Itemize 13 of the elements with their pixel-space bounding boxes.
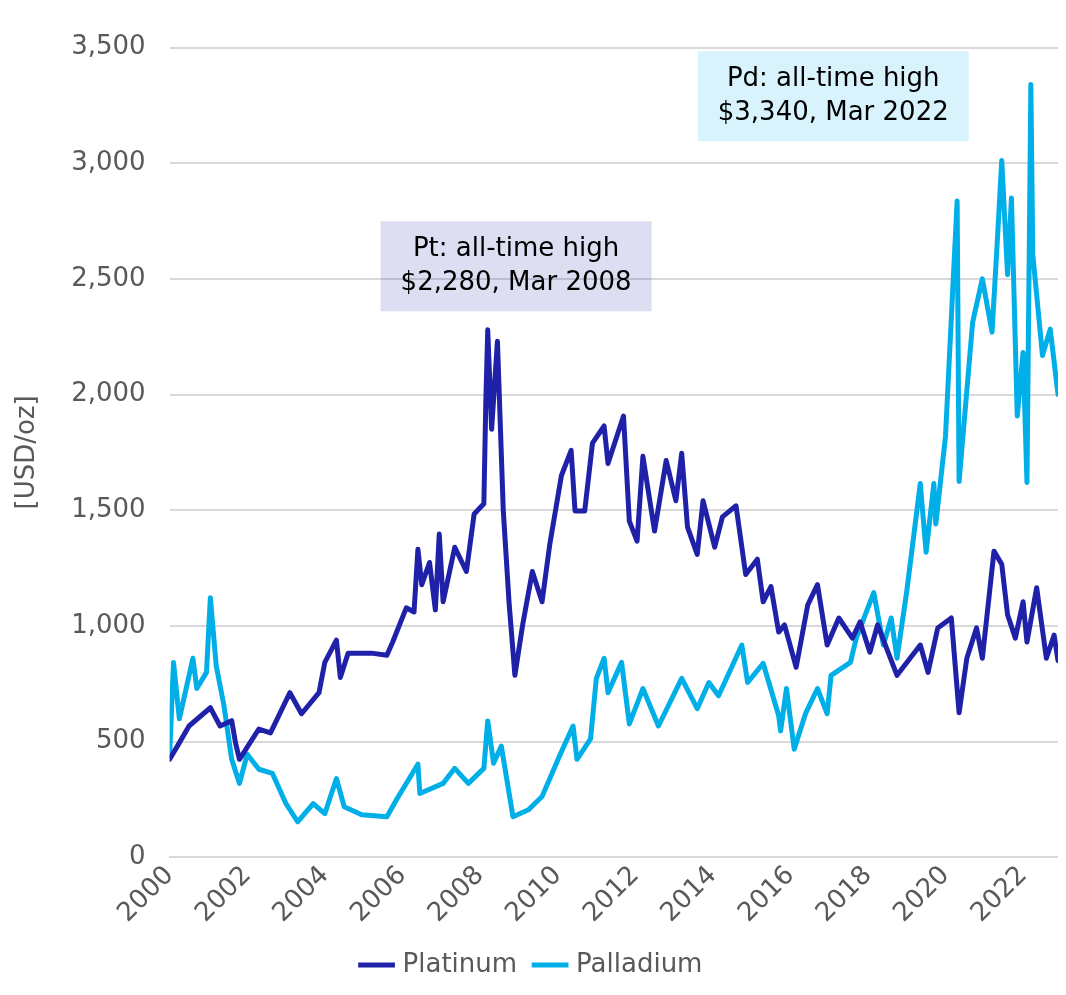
y-tick-label: 1,500 bbox=[71, 492, 146, 523]
y-tick-label: 3,500 bbox=[71, 30, 146, 61]
y-tick-label: 1,000 bbox=[71, 608, 146, 639]
annotation: Pt: all-time high $2,280, Mar 2008 bbox=[400, 231, 632, 296]
y-tick-label: 500 bbox=[95, 724, 146, 755]
y-tick-label: 2,500 bbox=[71, 261, 146, 292]
y-axis-title: [USD/oz] bbox=[10, 395, 41, 510]
y-tick-label: 3,000 bbox=[71, 146, 146, 176]
legend-label: Palladium bbox=[576, 947, 703, 978]
y-tick-label: 0 bbox=[129, 839, 146, 870]
annotation: Pd: all-time high $3,340, Mar 2022 bbox=[717, 61, 949, 126]
legend-label: Platinum bbox=[402, 947, 518, 978]
y-tick-label: 2,000 bbox=[71, 377, 146, 408]
